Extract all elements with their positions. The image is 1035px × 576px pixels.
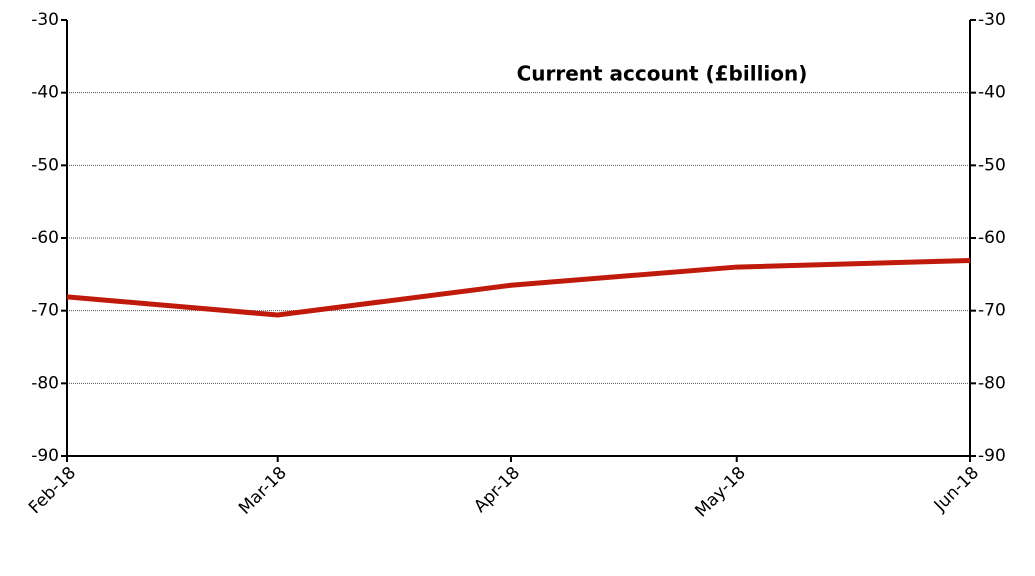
x-tick-label: May-18 — [691, 463, 749, 521]
y2-tick-label: -90 — [978, 446, 1006, 466]
y-tick-label: -30 — [31, 10, 59, 30]
y-tick-label: -40 — [31, 83, 59, 103]
y2-tick-label: -80 — [978, 373, 1006, 393]
y2-tick-label: -60 — [978, 228, 1006, 248]
x-tick-label: Apr-18 — [470, 463, 524, 517]
data-line — [66, 258, 971, 318]
y-tick-label: -50 — [31, 155, 59, 175]
y2-tick-label: -30 — [978, 10, 1006, 30]
y2-tick-label: -50 — [978, 155, 1006, 175]
y-tick-label: -60 — [31, 228, 59, 248]
x-tick-label: Feb-18 — [25, 463, 80, 518]
y2-tick-label: -70 — [978, 301, 1006, 321]
y-tick-label: -90 — [31, 446, 59, 466]
chart-title: Current account (£billion) — [517, 62, 808, 86]
y2-tick-label: -40 — [978, 83, 1006, 103]
y-tick-label: -70 — [31, 301, 59, 321]
x-tick-label: Mar-18 — [235, 463, 291, 519]
y-tick-label: -80 — [31, 373, 59, 393]
x-tick-label: Jun-18 — [930, 463, 983, 516]
